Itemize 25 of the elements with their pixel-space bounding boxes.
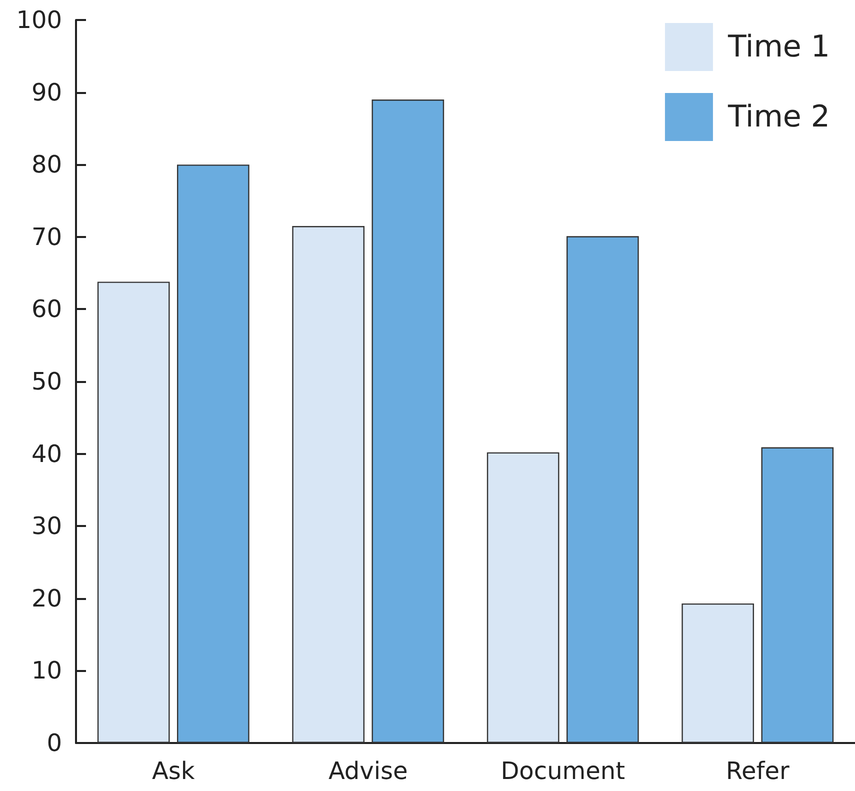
legend-label: Time 2 (726, 100, 830, 134)
bar (292, 226, 365, 743)
y-tick-label: 80 (31, 150, 62, 179)
x-tick-label: Ask (152, 757, 195, 785)
bar (761, 447, 834, 743)
y-tick-label: 40 (31, 440, 62, 468)
bar (97, 282, 170, 743)
y-tick-label: 100 (16, 6, 62, 34)
bar (176, 164, 250, 743)
bar (372, 100, 444, 743)
legend-label: Time 1 (726, 30, 830, 64)
bar (486, 452, 560, 743)
x-tick-label: Advise (328, 757, 408, 785)
y-tick-label: 20 (31, 584, 62, 612)
x-tick-label: Document (500, 757, 626, 785)
y-tick-label: 90 (31, 78, 62, 106)
x-tick-label: Refer (726, 757, 790, 785)
y-tick-label: 70 (31, 222, 62, 251)
y-tick-label: 60 (31, 295, 62, 324)
y-tick-label: 30 (31, 512, 62, 540)
bar (682, 603, 754, 743)
bar (566, 236, 639, 743)
y-tick-label: 50 (31, 368, 62, 396)
y-tick-label: 10 (31, 656, 62, 685)
y-tick-label: 0 (46, 729, 62, 757)
